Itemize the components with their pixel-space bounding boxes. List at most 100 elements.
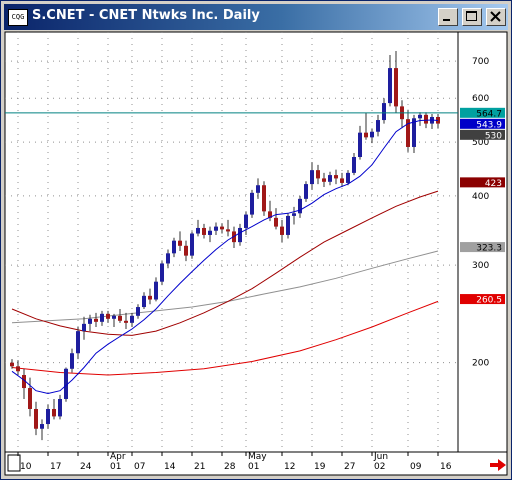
candle-body[interactable] bbox=[220, 226, 224, 230]
candle-body[interactable] bbox=[160, 263, 164, 282]
candle-body[interactable] bbox=[238, 227, 242, 243]
maximize-button[interactable] bbox=[462, 8, 482, 26]
candle-body[interactable] bbox=[376, 120, 380, 132]
price-axis-panel bbox=[457, 31, 508, 453]
date-axis-panel bbox=[4, 451, 508, 476]
scroll-box[interactable] bbox=[7, 454, 21, 472]
candle-body[interactable] bbox=[364, 132, 368, 138]
price-tag bbox=[460, 242, 505, 253]
candle-body[interactable] bbox=[310, 170, 314, 185]
candle-body[interactable] bbox=[70, 353, 74, 369]
price-tag-label: 564.7 bbox=[476, 109, 502, 119]
maximize-icon bbox=[466, 11, 477, 21]
close-icon bbox=[490, 11, 501, 22]
candle-body[interactable] bbox=[64, 368, 68, 399]
candle-body[interactable] bbox=[424, 114, 428, 124]
candle-body[interactable] bbox=[202, 227, 206, 235]
candle-body[interactable] bbox=[352, 157, 356, 173]
candle-body[interactable] bbox=[208, 230, 212, 235]
candle-body[interactable] bbox=[148, 295, 152, 300]
candle-body[interactable] bbox=[280, 226, 284, 235]
candle-body[interactable] bbox=[112, 315, 116, 319]
x-tick-label: 12 bbox=[284, 462, 295, 472]
candle-body[interactable] bbox=[370, 131, 374, 138]
candle-body[interactable] bbox=[100, 313, 104, 322]
candle-body[interactable] bbox=[382, 103, 386, 121]
candle-body[interactable] bbox=[412, 118, 416, 147]
candle-body[interactable] bbox=[244, 214, 248, 228]
price-tag bbox=[460, 129, 505, 140]
right-arrow-icon[interactable] bbox=[488, 458, 508, 472]
candle-body[interactable] bbox=[52, 408, 56, 417]
candle-body[interactable] bbox=[34, 408, 38, 429]
candle-body[interactable] bbox=[16, 366, 20, 372]
candle-body[interactable] bbox=[124, 320, 128, 323]
candle-body[interactable] bbox=[94, 318, 98, 322]
candle-body[interactable] bbox=[214, 226, 218, 231]
candle-body[interactable] bbox=[58, 398, 62, 417]
candle-body[interactable] bbox=[136, 307, 140, 316]
candle-body[interactable] bbox=[226, 229, 230, 232]
candle-body[interactable] bbox=[166, 253, 170, 264]
candle-body[interactable] bbox=[46, 408, 50, 425]
y-tick-label: 200 bbox=[472, 359, 489, 369]
y-tick-label: 500 bbox=[472, 138, 489, 148]
candle-body[interactable] bbox=[118, 315, 122, 321]
price-tag bbox=[460, 107, 505, 118]
candle-body[interactable] bbox=[130, 315, 134, 323]
candle-body[interactable] bbox=[316, 170, 320, 179]
x-tick-label: 02 bbox=[374, 462, 385, 472]
moving-average-blue bbox=[11, 119, 439, 395]
candle-body[interactable] bbox=[184, 245, 188, 256]
candle-body[interactable] bbox=[154, 281, 158, 300]
candle-body[interactable] bbox=[328, 175, 332, 182]
close-button[interactable] bbox=[486, 8, 506, 26]
price-tag bbox=[460, 118, 505, 129]
candle-body[interactable] bbox=[82, 323, 86, 332]
candle-body[interactable] bbox=[418, 114, 422, 119]
candle-body[interactable] bbox=[22, 375, 26, 389]
month-label: Jun bbox=[373, 452, 388, 462]
candle-body[interactable] bbox=[10, 362, 14, 367]
candle-body[interactable] bbox=[322, 178, 326, 182]
candle-body[interactable] bbox=[334, 175, 338, 179]
candle-body[interactable] bbox=[304, 184, 308, 199]
candle-body[interactable] bbox=[76, 331, 80, 354]
title-bar[interactable]: CQG S.CNET - CNET Ntwks Inc. Daily bbox=[4, 4, 508, 30]
price-tag-label: 530 bbox=[485, 131, 502, 141]
candle-body[interactable] bbox=[406, 119, 410, 147]
candle-body[interactable] bbox=[142, 295, 146, 308]
candle-body[interactable] bbox=[274, 217, 278, 227]
price-tag-label: 323.3 bbox=[476, 244, 502, 254]
candle-body[interactable] bbox=[268, 211, 272, 218]
candle-body[interactable] bbox=[250, 192, 254, 215]
candle-body[interactable] bbox=[88, 318, 92, 324]
minimize-button[interactable] bbox=[438, 8, 458, 26]
candle-body[interactable] bbox=[40, 424, 44, 429]
x-tick-label: 16 bbox=[440, 462, 452, 472]
candle-body[interactable] bbox=[196, 227, 200, 234]
candle-body[interactable] bbox=[388, 68, 392, 104]
candle-body[interactable] bbox=[346, 172, 350, 183]
candle-body[interactable] bbox=[178, 240, 182, 246]
candle-body[interactable] bbox=[340, 178, 344, 183]
price-tag-label: 543.9 bbox=[476, 120, 502, 130]
minimize-icon bbox=[443, 19, 450, 21]
candle-body[interactable] bbox=[262, 185, 266, 212]
candle-body[interactable] bbox=[256, 185, 260, 193]
x-tick-label: 10 bbox=[20, 462, 32, 472]
x-tick-label: 19 bbox=[314, 462, 326, 472]
candle-body[interactable] bbox=[28, 388, 32, 409]
candle-body[interactable] bbox=[106, 313, 110, 319]
app-icon[interactable]: CQG bbox=[8, 9, 28, 26]
candle-body[interactable] bbox=[358, 132, 362, 158]
candle-body[interactable] bbox=[190, 233, 194, 256]
x-tick-label: 21 bbox=[194, 462, 205, 472]
plot-area[interactable] bbox=[4, 31, 459, 453]
candle-body[interactable] bbox=[292, 213, 296, 216]
candle-body[interactable] bbox=[172, 240, 176, 254]
candle-body[interactable] bbox=[394, 68, 398, 107]
candle-body[interactable] bbox=[298, 198, 302, 214]
candle-body[interactable] bbox=[286, 215, 290, 235]
